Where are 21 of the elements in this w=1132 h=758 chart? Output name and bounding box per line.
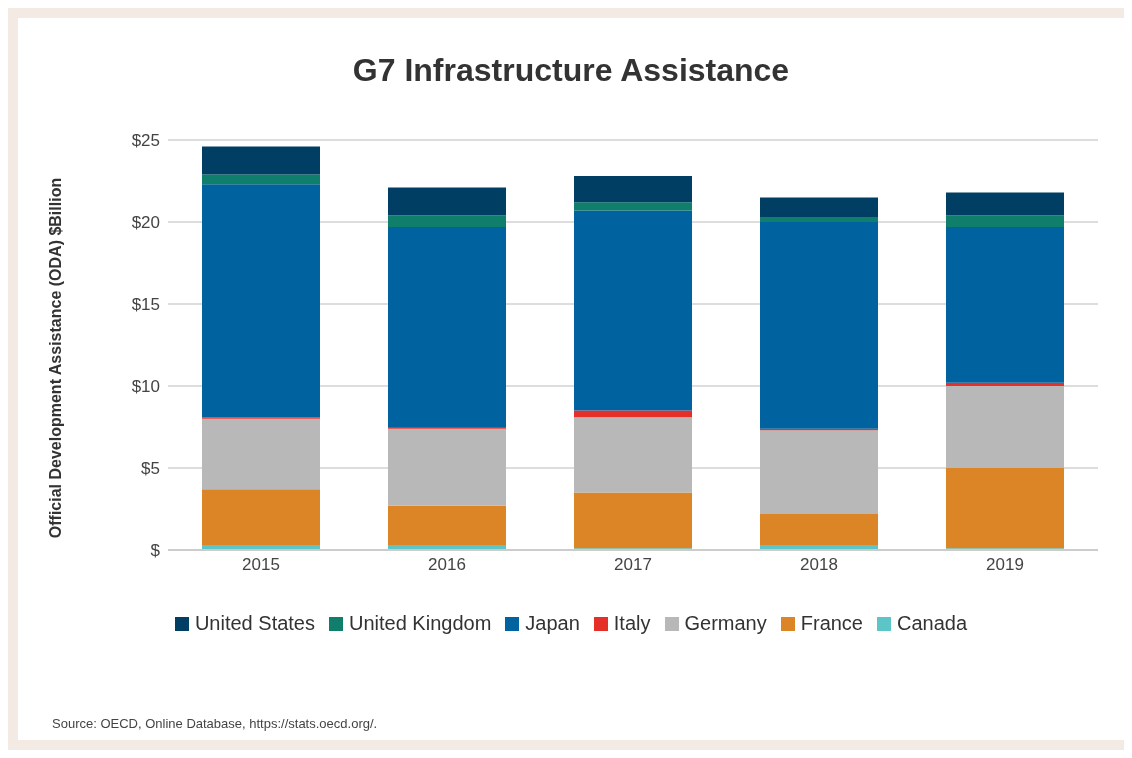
- y-axis-title: Official Development Assistance (ODA) $Billion: [47, 177, 65, 539]
- y-tick-label: $25: [131, 131, 160, 151]
- chart-title: G7 Infrastructure Assistance: [351, 52, 791, 89]
- source-note: Source: OECD, Online Database, https://stats.oecd.org/.: [52, 716, 378, 731]
- y-tick-label: $5: [141, 459, 160, 479]
- legend-label: Japan: [525, 612, 580, 635]
- y-tick-label: $15: [131, 295, 160, 315]
- y-tick-label: $: [150, 541, 161, 561]
- y-tick-label: $20: [131, 213, 160, 233]
- legend-label: Canada: [897, 612, 968, 635]
- legend-label: France: [800, 612, 863, 635]
- x-tick-label: 2019: [986, 555, 1024, 575]
- x-tick-label: 2015: [242, 555, 280, 575]
- x-tick-label: 2018: [800, 555, 838, 575]
- legend-label: Germany: [684, 612, 767, 635]
- x-tick-label: 2017: [614, 555, 652, 575]
- legend-label: Italy: [613, 612, 651, 635]
- y-tick-label: $10: [131, 377, 160, 397]
- legend-label: United Kingdom: [349, 612, 492, 635]
- legend-label: United States: [194, 612, 315, 635]
- x-tick-label: 2016: [428, 555, 466, 575]
